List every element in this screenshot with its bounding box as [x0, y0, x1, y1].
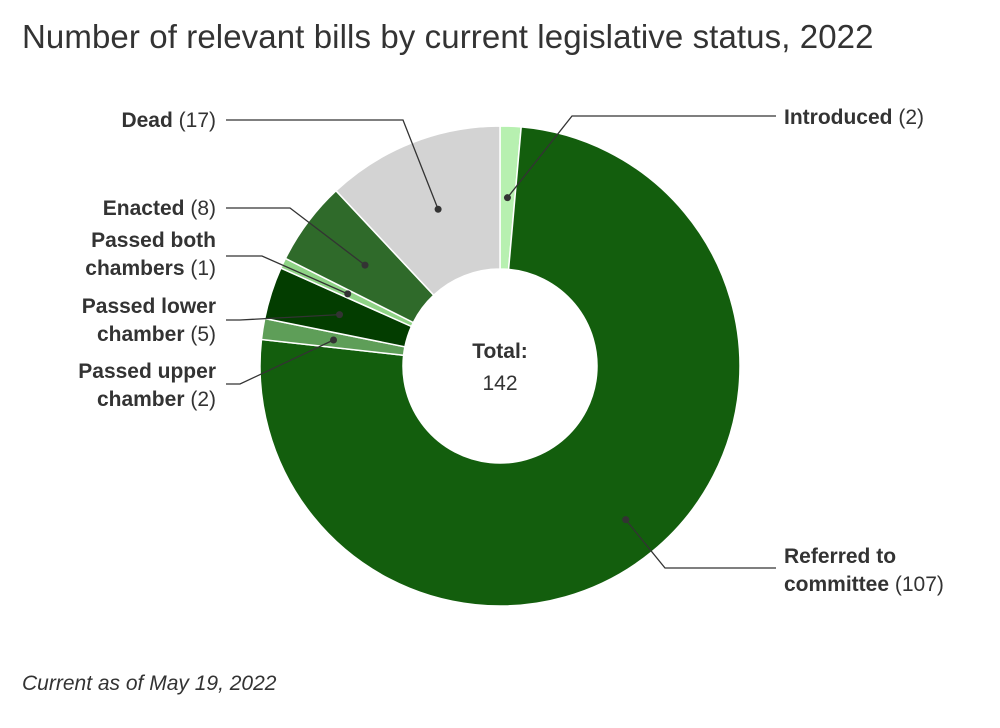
leader-dot-passed-upper-chamber: [330, 336, 338, 344]
leader-dot-passed-lower-chamber: [336, 311, 344, 319]
leader-dot-introduced: [503, 194, 511, 202]
slice-label-enacted: Enacted (8): [103, 197, 216, 220]
leader-dot-enacted: [361, 261, 369, 269]
slice-label-dead: Dead (17): [121, 109, 216, 132]
center-total-value: 142: [482, 372, 517, 395]
slice-label-passed-upper-chamber: Passed upper chamber (2): [78, 360, 216, 411]
leader-line-passed-upper-chamber: [226, 339, 334, 385]
slice-label-referred-to-committee: Referred to committee (107): [784, 545, 944, 596]
slice-label-passed-both-chambers: Passed both chambers (1): [85, 229, 216, 280]
slice-label-passed-lower-chamber: Passed lower chamber (5): [82, 295, 216, 346]
slice-label-introduced: Introduced (2): [784, 106, 924, 129]
leader-line-enacted: [226, 207, 366, 266]
leader-line-passed-both-chambers: [226, 255, 348, 295]
slice-labels: Introduced (2) Referred to committee (107)…: [78, 106, 944, 596]
slice-dead[interactable]: [334, 125, 501, 297]
slice-referred-to-committee[interactable]: [259, 126, 741, 607]
center-total-label: Total:: [472, 340, 528, 363]
leader-line-dead: [226, 119, 439, 210]
leader-dot-referred-to-committee: [622, 516, 630, 524]
footnote: Current as of May 19, 2022: [22, 672, 277, 695]
leader-line-passed-lower-chamber: [226, 313, 340, 321]
leader-line-referred-to-committee: [625, 519, 776, 569]
leader-lines: [226, 115, 776, 569]
leader-line-introduced: [506, 115, 776, 199]
chart-title: Number of relevant bills by current legi…: [22, 18, 874, 55]
leader-dot-passed-both-chambers: [344, 290, 352, 298]
donut-slices: [259, 125, 741, 607]
leader-dot-dead: [434, 205, 442, 213]
